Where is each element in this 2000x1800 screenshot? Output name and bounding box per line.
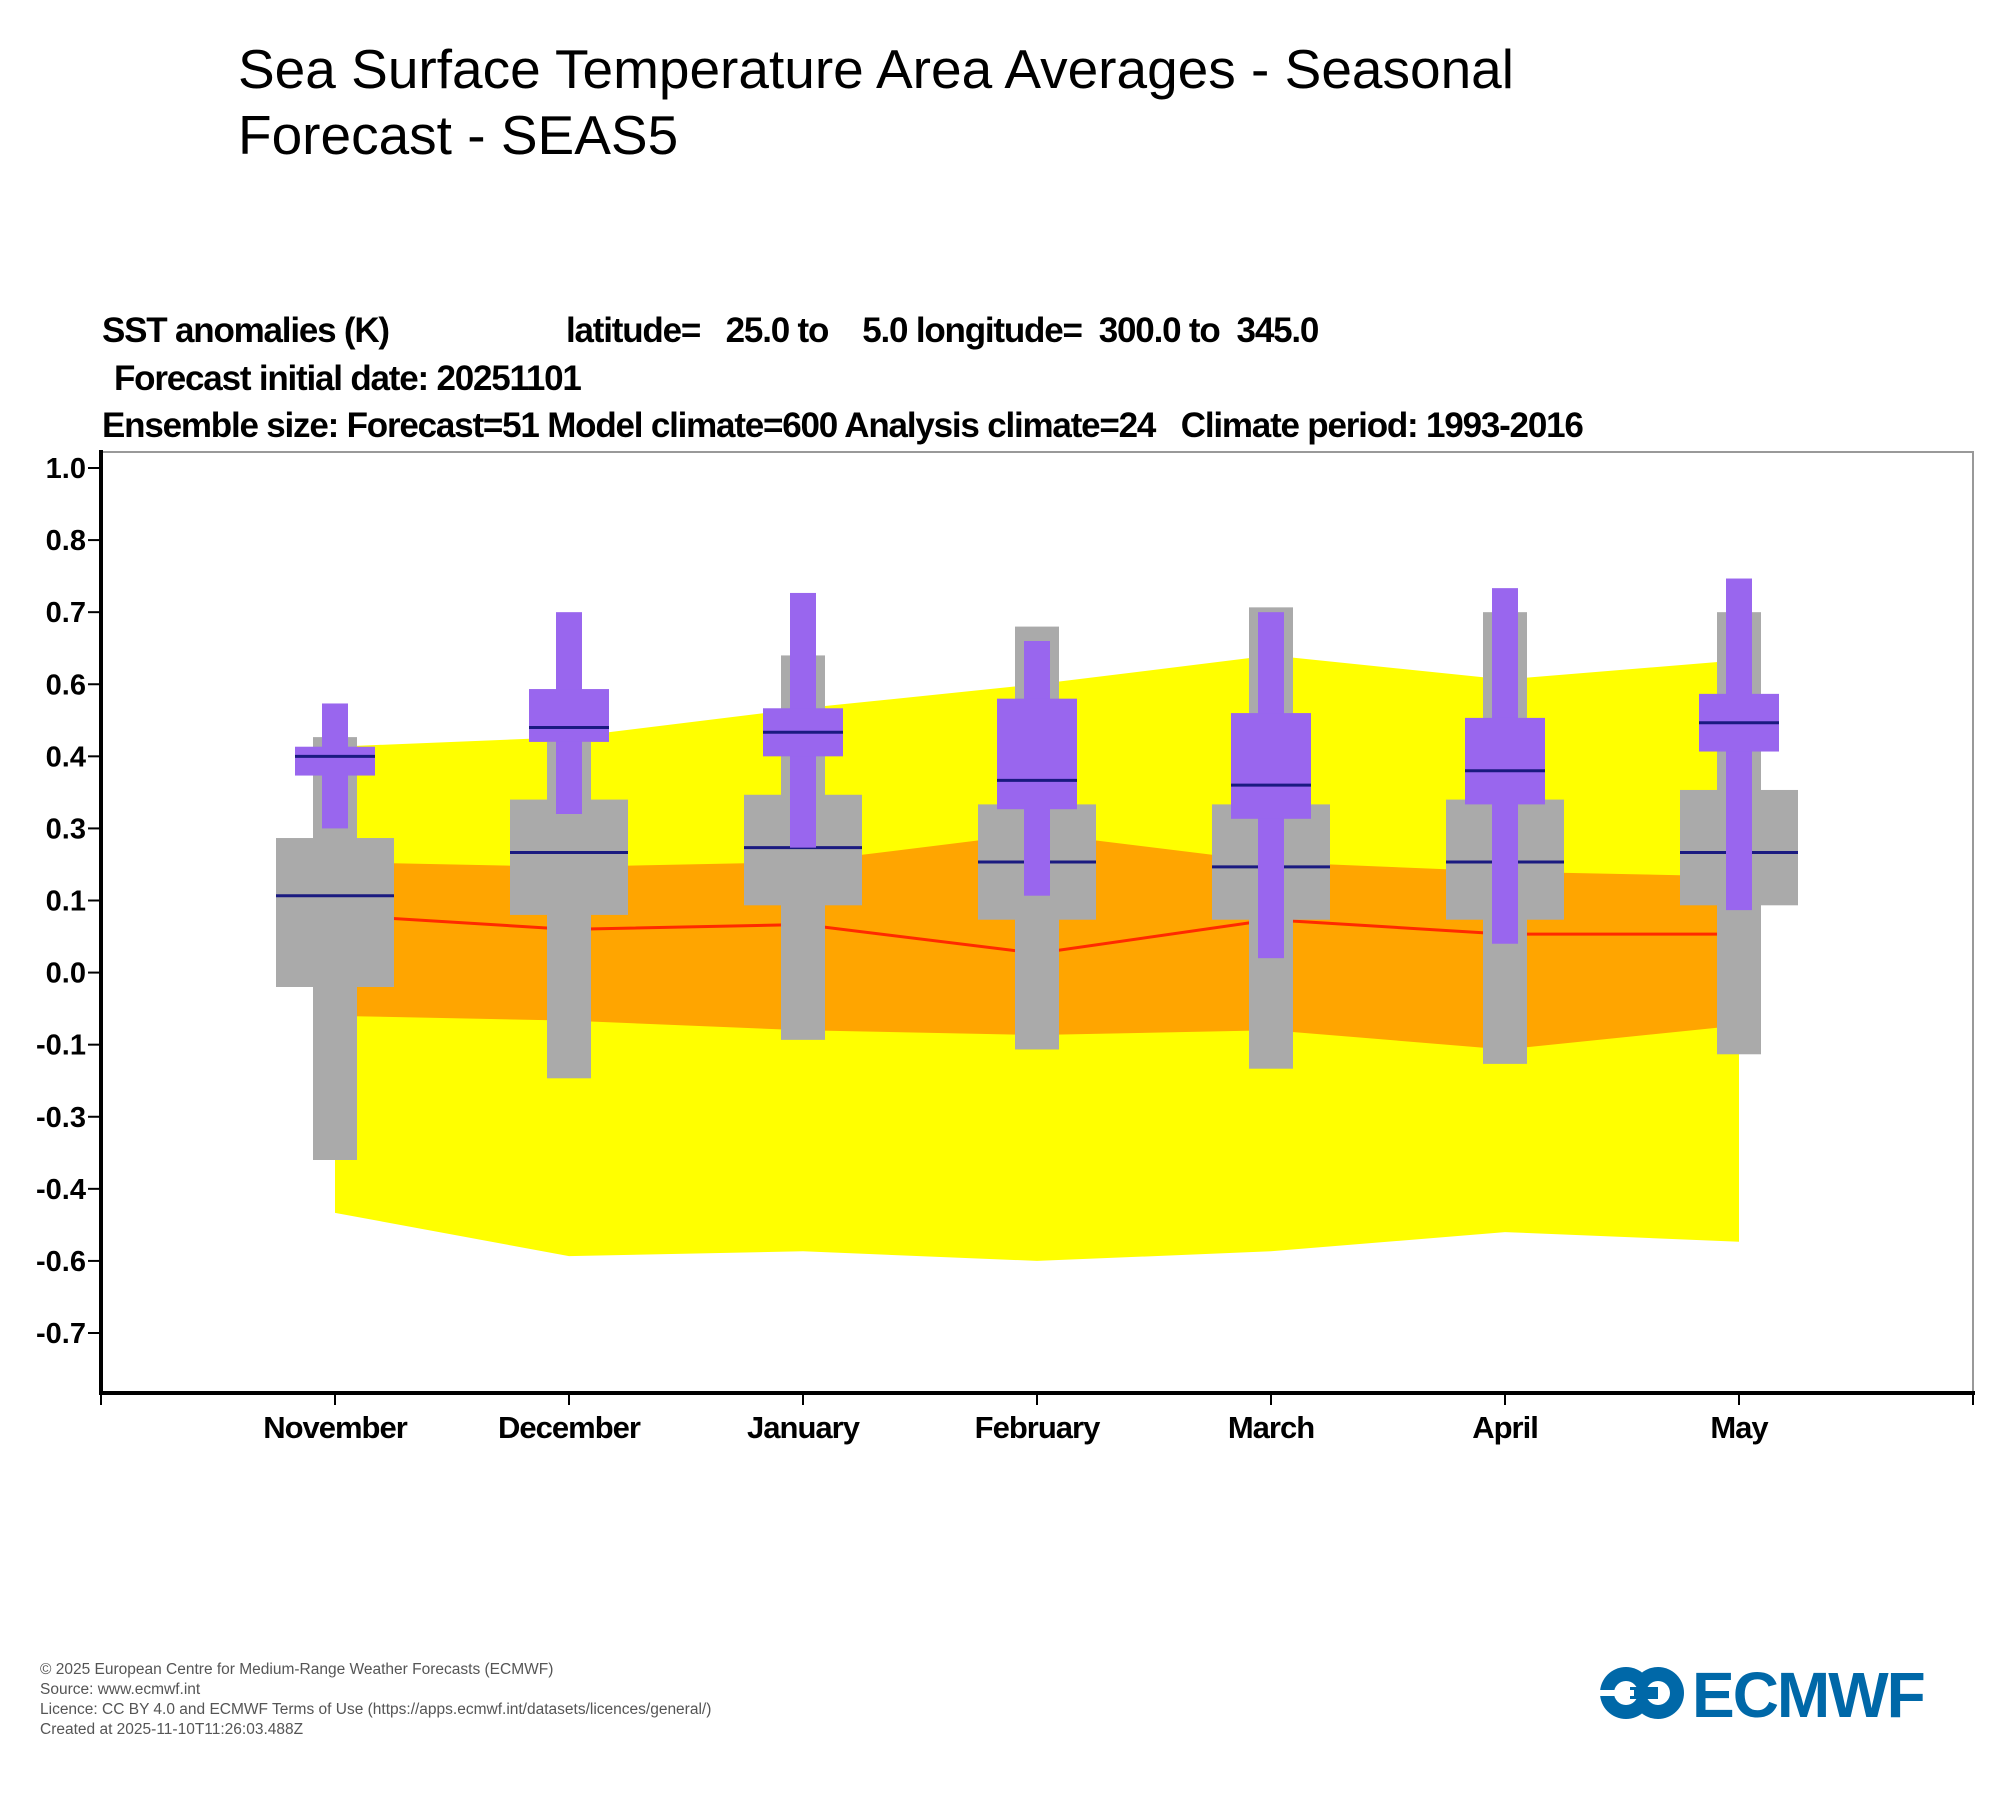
forecast-box-april [1465,588,1545,944]
x-tick-label-april: April [1472,1410,1538,1445]
footer-licence: Licence: CC BY 4.0 and ECMWF Terms of Us… [40,1701,712,1718]
footer-copyright: © 2025 European Centre for Medium-Range … [40,1661,554,1678]
x-tick-label-february: February [975,1410,1101,1445]
y-tick-label: 0.0 [46,958,86,990]
y-tick-label: 0.4 [46,741,86,773]
model-climate-box-december [510,741,628,1079]
forecast-box [1231,713,1311,819]
page-title-line-1: Sea Surface Temperature Area Averages - … [238,38,1514,100]
y-tick-label: 0.3 [46,813,86,845]
model-climate-box-november [276,737,394,1160]
footer-created: Created at 2025-11-10T11:26:03.488Z [40,1721,304,1738]
y-tick-label: 0.1 [46,886,86,918]
y-tick-label: 1.0 [46,453,86,485]
forecast-box-may [1699,578,1779,911]
model-climate-box [510,799,628,915]
x-axis-ticks: November December January February March Apri… [100,1393,1974,1445]
plot-area [276,578,1798,1261]
x-tick-label-january: January [747,1410,861,1445]
y-tick-label: -0.3 [36,1102,86,1134]
forecast-box-december [529,612,609,814]
header-ensemble: Ensemble size: Forecast=51 Model climate… [102,406,1583,445]
y-axis-ticks: 1.0 0.8 0.7 0.6 0.4 0.3 0.1 0.0 -0.1 -0.3 -0.4 -0.6… [36,453,101,1350]
forecast-box-february [997,641,1077,896]
y-tick-label: 0.7 [46,597,86,629]
y-tick-label: -0.7 [36,1318,86,1350]
forecast-box-november [295,703,375,829]
forecast-box [295,746,375,776]
footer-source: Source: www.ecmwf.int [40,1681,201,1698]
forecast-box [1465,717,1545,805]
header-initial-date: Forecast initial date: 20251101 [114,359,581,398]
y-tick-label: 0.6 [46,669,86,701]
footer: © 2025 European Centre for Medium-Range … [40,1660,711,1740]
model-climate-box [276,838,394,987]
forecast-box-january [763,592,843,848]
header-region: latitude= 25.0 to 5.0 longitude= 300.0 t… [566,311,1319,350]
ecmwf-logo-icon [1600,1667,1684,1719]
forecast-box-march [1231,612,1311,959]
x-tick-label-november: November [263,1410,408,1445]
x-tick-label-march: March [1228,1410,1314,1445]
header-variable: SST anomalies (K) [102,311,389,350]
page-title: Sea Surface Temperature Area Averages - … [238,36,1638,168]
forecast-box [529,689,609,742]
x-tick-label-december: December [498,1410,641,1445]
x-tick-label-may: May [1710,1410,1769,1445]
y-tick-label: -0.6 [36,1246,86,1278]
y-tick-label: -0.4 [36,1174,86,1206]
forecast-box [997,698,1077,810]
y-tick-label: -0.1 [36,1030,86,1062]
y-tick-label: 0.8 [46,525,86,557]
page-title-line-2: Forecast - SEAS5 [238,104,679,166]
box-plots [276,578,1798,1160]
logo-text: ECMWF [1692,1660,1924,1726]
ecmwf-logo: ECMWF [1600,1660,1926,1726]
